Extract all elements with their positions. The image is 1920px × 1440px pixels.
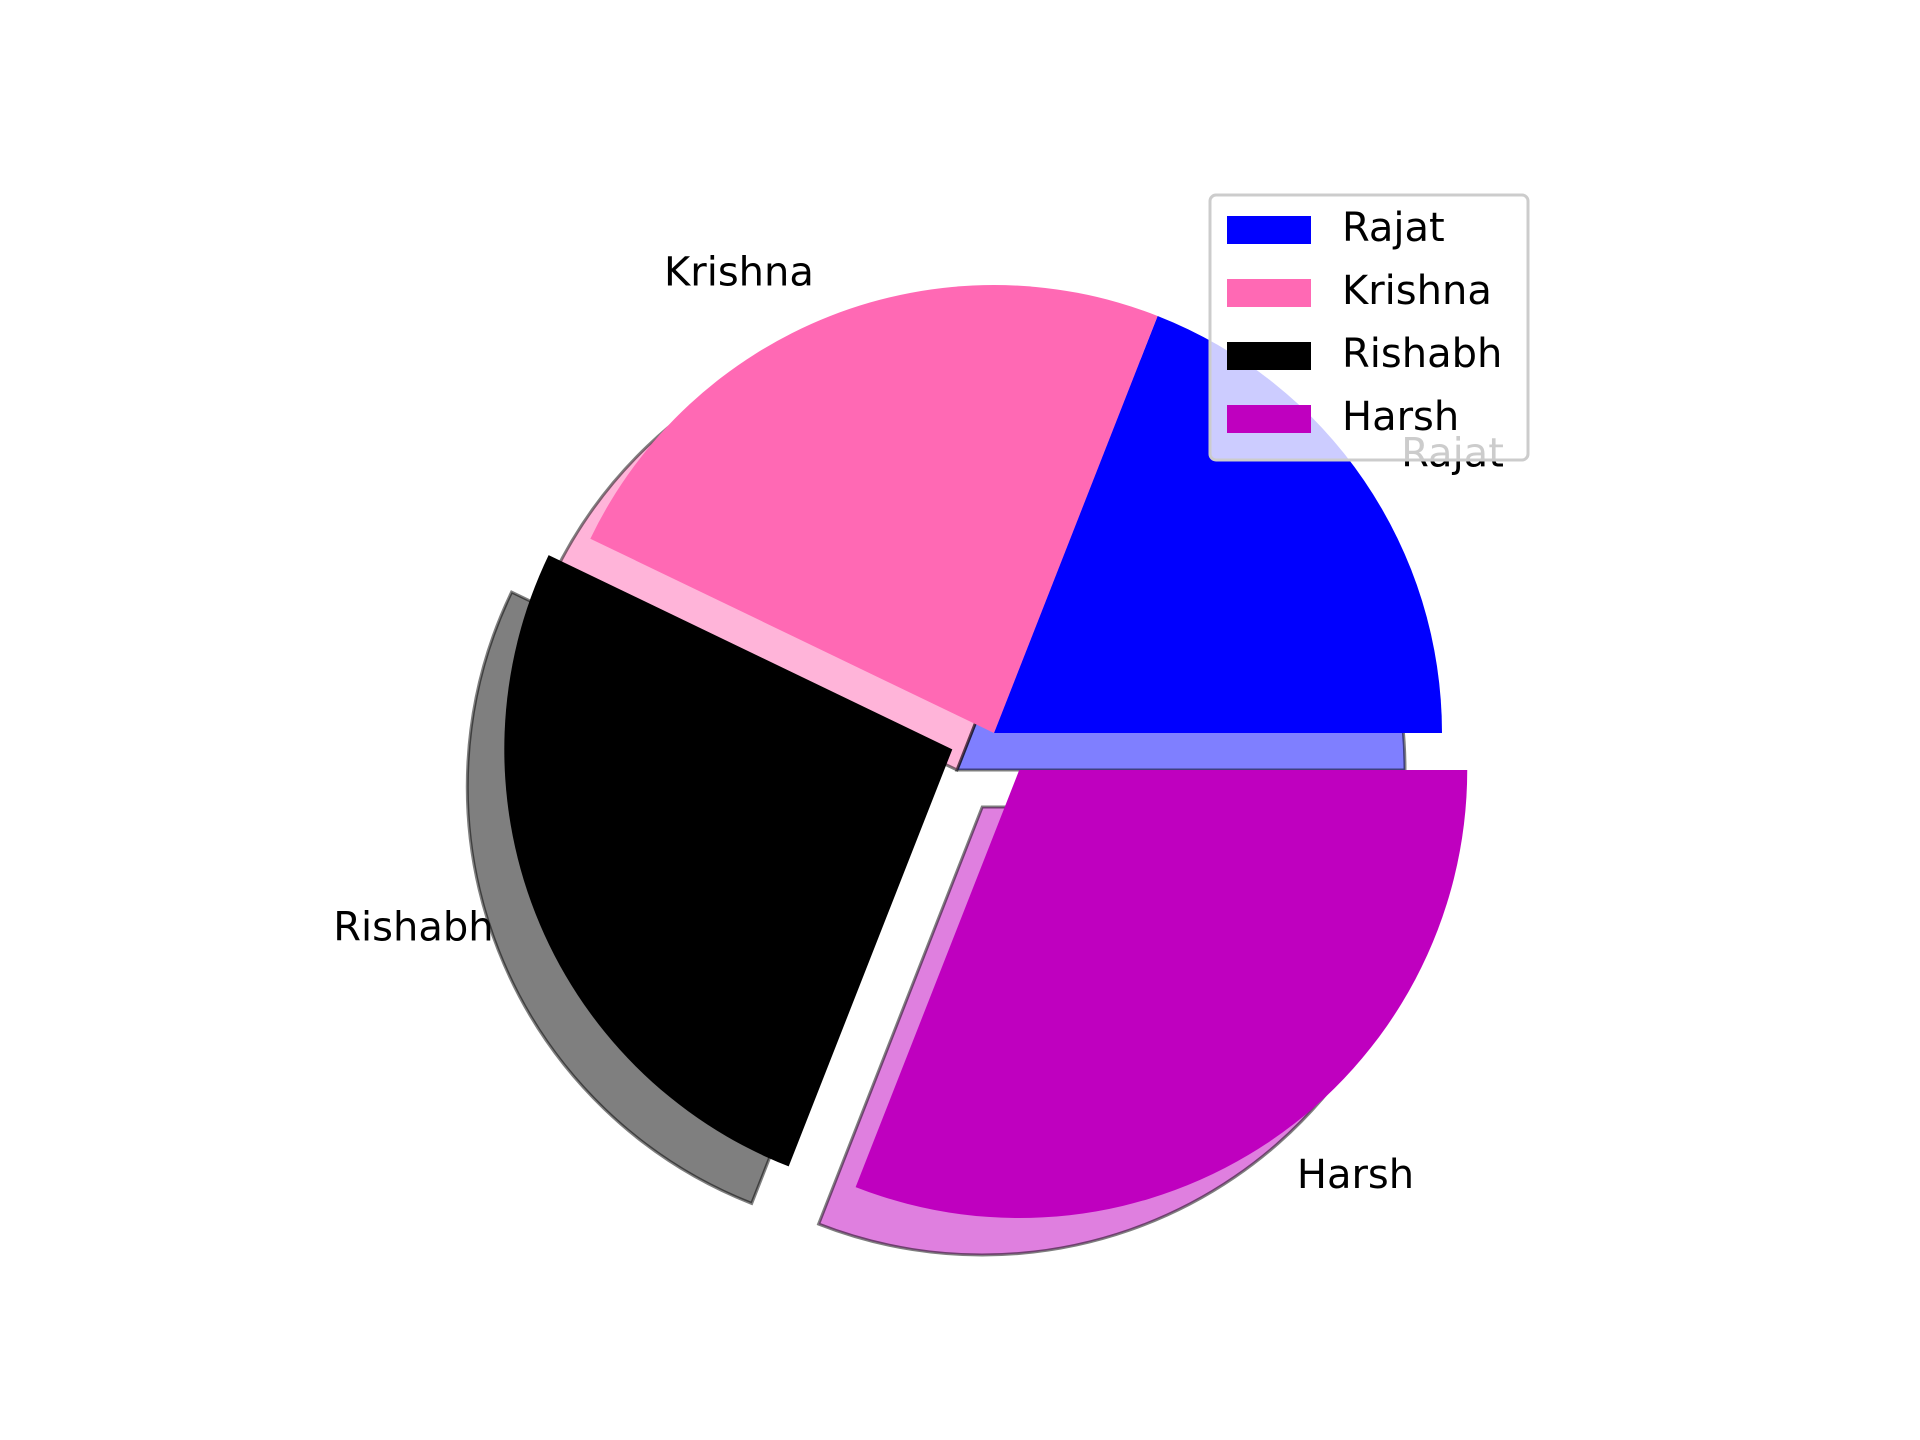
slice-krishna — [590, 285, 1158, 733]
legend-swatch-krishna — [1227, 279, 1311, 307]
legend-label-harsh: Harsh — [1342, 394, 1459, 440]
slice-harsh — [855, 770, 1468, 1219]
slice-label-rishabh: Rishabh — [333, 904, 493, 950]
legend-label-rajat: Rajat — [1342, 205, 1445, 251]
legend-frame — [1208, 193, 1530, 462]
slice-label-harsh: Harsh — [1297, 1152, 1414, 1198]
slice-label-krishna: Krishna — [664, 249, 814, 295]
legend-swatch-harsh — [1227, 405, 1311, 433]
slice-rajat — [994, 315, 1442, 733]
slice-rishabh — [504, 555, 953, 1167]
legend-label-rishabh: Rishabh — [1342, 331, 1502, 377]
slice-layer — [504, 285, 1468, 1219]
legend-swatch-rajat — [1227, 216, 1311, 244]
legend: Rajat Krishna Rishabh Harsh — [1208, 193, 1530, 462]
legend-label-krishna: Krishna — [1342, 268, 1492, 314]
legend-swatch-rishabh — [1227, 342, 1311, 370]
